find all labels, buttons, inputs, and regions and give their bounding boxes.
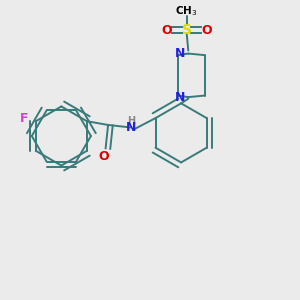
Text: O: O [161, 24, 172, 37]
Text: CH$_3$: CH$_3$ [176, 4, 198, 17]
Text: O: O [99, 151, 110, 164]
Text: S: S [182, 23, 192, 37]
Text: N: N [126, 121, 136, 134]
Text: F: F [20, 112, 28, 125]
Text: N: N [175, 91, 186, 103]
Text: N: N [175, 47, 186, 60]
Text: H: H [127, 116, 135, 126]
Text: O: O [202, 24, 212, 37]
